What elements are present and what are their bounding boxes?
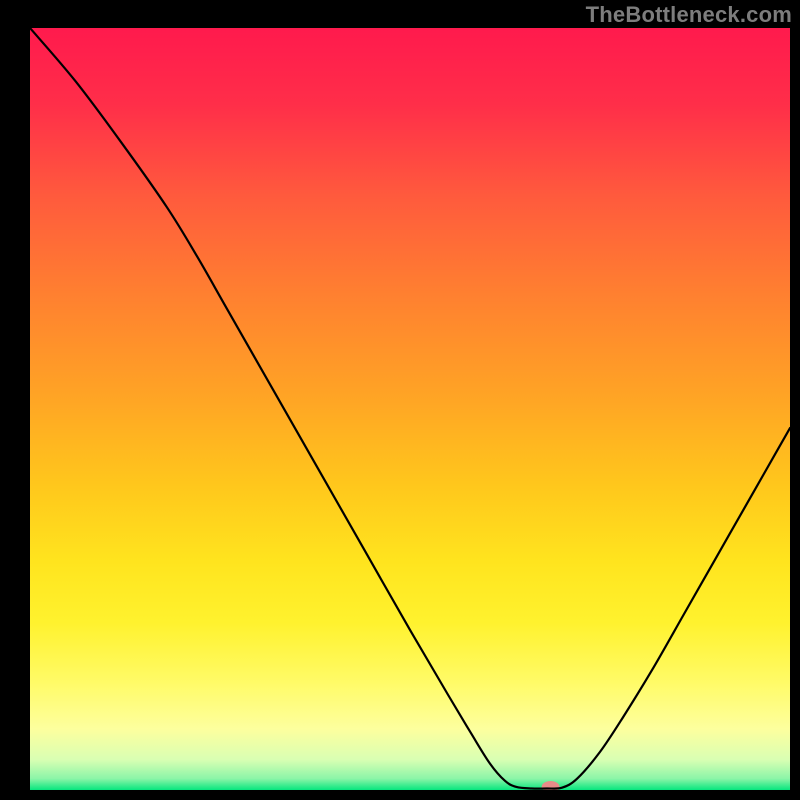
plot-area [30,28,790,790]
bottleneck-chart [30,28,790,790]
gradient-background [30,28,790,790]
watermark-text: TheBottleneck.com [586,2,792,28]
chart-frame: TheBottleneck.com [0,0,800,800]
